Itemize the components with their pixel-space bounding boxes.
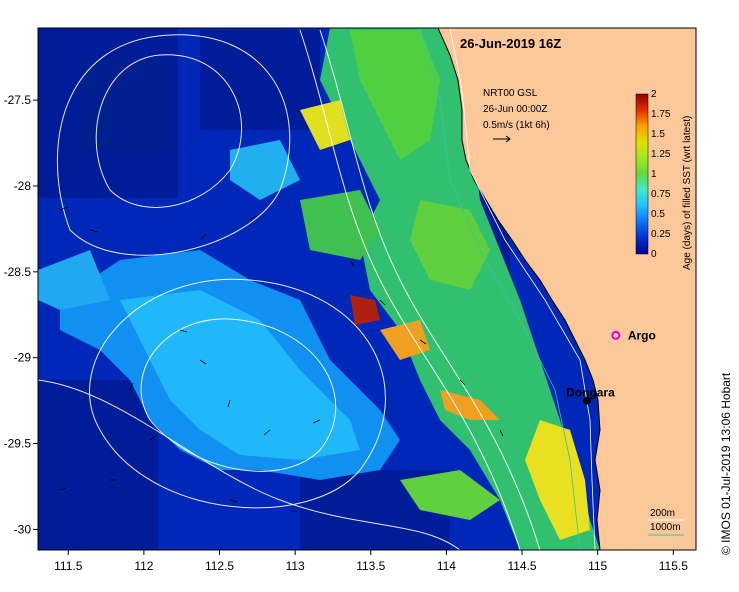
- bathymetry-200m: [449, 28, 596, 550]
- x-tick-label: 114: [437, 559, 456, 573]
- x-tick-label: 114.5: [507, 559, 536, 573]
- plot-frame: [37, 27, 697, 551]
- x-tick-label: 115: [588, 559, 607, 573]
- colorbar-tick-label: 0.75: [651, 189, 671, 200]
- y-tick-label: -28.5: [4, 265, 32, 279]
- dongara-marker: [583, 396, 592, 405]
- current-info-line2: 26-Jun 00:00Z: [483, 104, 548, 115]
- y-axis-ticks: -27.5 -28 -28.5 -29 -29.5 -30: [4, 93, 38, 536]
- y-tick-label: -27.5: [4, 93, 32, 107]
- colorbar-tick-label: 0.25: [651, 229, 671, 240]
- legend-1000m: 1000m: [650, 522, 681, 533]
- map-plot-area: [38, 28, 696, 550]
- colorbar-tick-label: 1.25: [651, 149, 671, 160]
- colorbar-tick-label: 2: [651, 89, 657, 100]
- y-tick-label: -29: [14, 351, 32, 365]
- bathymetry-legend: 200m 1000m: [648, 508, 684, 536]
- x-tick-label: 111.5: [54, 559, 83, 573]
- colorbar: 0 0.25 0.5 0.75 1 1.25 1.5 1.75 2 Age (days) of …: [635, 89, 693, 270]
- x-tick-label: 112: [134, 559, 153, 573]
- bathymetry-1000m: [419, 28, 581, 550]
- y-tick-label: -30: [14, 522, 32, 536]
- colorbar-tick-label: 1.5: [651, 129, 665, 140]
- x-tick-label: 112.5: [205, 559, 234, 573]
- colorbar-ticks: 0 0.25 0.5 0.75 1 1.25 1.5 1.75 2: [651, 89, 671, 260]
- current-info-block: NRT00 GSL 26-Jun 00:00Z 0.5m/s (1kt 6h): [483, 88, 550, 143]
- argo-label: Argo: [628, 328, 656, 342]
- credit-text: © IMOS 01-Jul-2019 13:06 Hobart: [719, 372, 733, 555]
- land-mass: [437, 28, 696, 550]
- colorbar-tick-label: 0: [651, 249, 657, 260]
- scale-arrow-icon: [493, 135, 511, 143]
- y-tick-label: -29.5: [4, 437, 32, 451]
- x-axis-ticks: 111.5 112 112.5 113 113.5 114 114.5 115 115.5: [54, 550, 688, 573]
- y-tick-label: -28: [14, 179, 32, 193]
- places-layer: Dongara Argo: [566, 328, 656, 405]
- colorbar-tick-label: 0.5: [651, 209, 665, 220]
- colorbar-tick-label: 1.75: [651, 109, 671, 120]
- current-vectors: [59, 206, 504, 513]
- argo-marker: [611, 330, 621, 340]
- colorbar-tick-label: 1: [651, 169, 657, 180]
- legend-200m: 200m: [650, 508, 675, 519]
- colorbar-gradient: [635, 93, 649, 255]
- current-info-line1: NRT00 GSL: [483, 88, 538, 99]
- current-info-line3: 0.5m/s (1kt 6h): [483, 120, 550, 131]
- map-title: 26-Jun-2019 16Z: [460, 36, 561, 51]
- colorbar-label: Age (days) of filled SST (wrt latest): [682, 116, 693, 270]
- x-tick-label: 113: [286, 559, 305, 573]
- x-tick-label: 113.5: [356, 559, 385, 573]
- contour-lines: [38, 29, 541, 550]
- dongara-label: Dongara: [566, 386, 615, 400]
- x-tick-label: 115.5: [659, 559, 688, 573]
